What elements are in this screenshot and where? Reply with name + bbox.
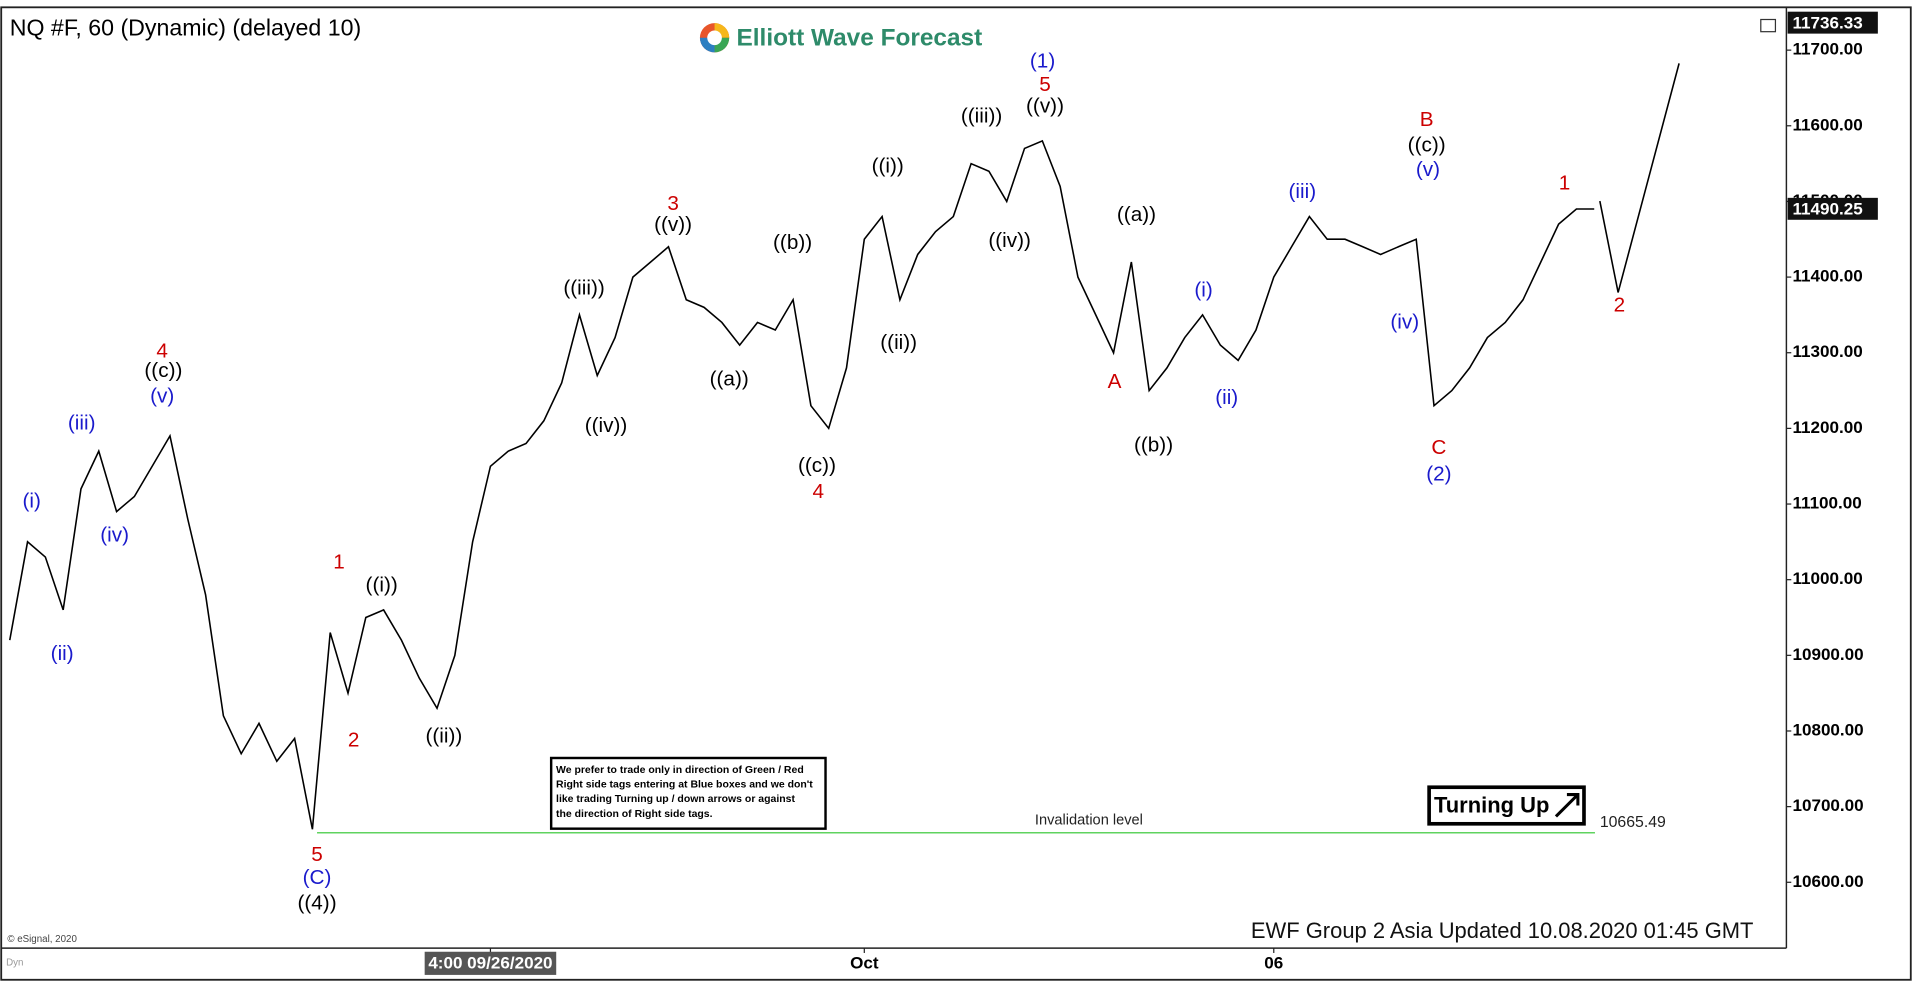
logo-icon-center bbox=[707, 30, 722, 46]
wave-label: C bbox=[1431, 436, 1446, 459]
invalidation-value: 10665.49 bbox=[1600, 814, 1666, 831]
brand-name: Elliott Wave Forecast bbox=[737, 24, 983, 51]
price-tag: 11736.33 bbox=[1793, 13, 1863, 32]
price-tag: 11490.25 bbox=[1793, 200, 1863, 219]
wave-label: (iv) bbox=[1390, 310, 1419, 333]
note-box bbox=[549, 756, 827, 830]
wave-label: ((c)) bbox=[1408, 134, 1446, 157]
note-line: the direction of Right side tags. bbox=[556, 809, 713, 820]
y-tick-label: 11000.00 bbox=[1793, 569, 1863, 588]
wave-label: ((v)) bbox=[1026, 95, 1064, 118]
x-tick-highlight bbox=[424, 951, 557, 975]
x-tick-label: 4:00 09/26/2020 bbox=[428, 953, 552, 972]
wave-label: ((ii)) bbox=[425, 725, 462, 748]
wave-label: 1 bbox=[1559, 171, 1571, 194]
note-line: Right side tags entering at Blue boxes a… bbox=[556, 780, 813, 791]
projection-path bbox=[1599, 63, 1680, 293]
corner-label: Dyn bbox=[6, 957, 23, 968]
wave-label: (i) bbox=[1194, 279, 1212, 302]
wave-label: 5 bbox=[1039, 73, 1051, 96]
wave-label: (iv) bbox=[100, 524, 129, 547]
wave-label: ((a)) bbox=[1117, 203, 1156, 226]
y-tick-label: 11200.00 bbox=[1793, 418, 1863, 437]
note-line: like trading Turning up / down arrows or… bbox=[556, 794, 795, 805]
wave-label: ((iii)) bbox=[563, 276, 604, 299]
note-line: We prefer to trade only in direction of … bbox=[556, 765, 804, 776]
wave-label: ((iv)) bbox=[988, 229, 1031, 252]
wave-label: ((i)) bbox=[872, 154, 904, 177]
wave-label: (iii) bbox=[68, 412, 96, 435]
wave-label: (iii) bbox=[1288, 180, 1316, 203]
wave-label: A bbox=[1108, 370, 1122, 393]
wave-label: ((v)) bbox=[654, 213, 692, 236]
wave-label: (i) bbox=[22, 490, 40, 513]
wave-label: 3 bbox=[667, 192, 679, 215]
wave-label: (ii) bbox=[1215, 386, 1238, 409]
badge-text: Turning Up bbox=[1434, 793, 1549, 818]
wave-label: ((c)) bbox=[144, 359, 182, 382]
wave-label: ((b)) bbox=[773, 231, 812, 254]
wave-label: (C) bbox=[303, 866, 332, 889]
y-tick-label: 11400.00 bbox=[1793, 267, 1863, 286]
footer: EWF Group 2 Asia Updated 10.08.2020 01:4… bbox=[1251, 918, 1754, 943]
chart-title: NQ #F, 60 (Dynamic) (delayed 10) bbox=[10, 14, 361, 40]
x-tick-label: 06 bbox=[1264, 953, 1283, 972]
badge-box bbox=[1427, 785, 1586, 826]
price-line bbox=[8, 139, 1595, 830]
brand-logo: Elliott Wave Forecast bbox=[699, 23, 983, 53]
wave-label: 1 bbox=[333, 550, 345, 573]
frame bbox=[0, 6, 1912, 981]
copyright: © eSignal, 2020 bbox=[7, 934, 77, 945]
y-tick-label: 10700.00 bbox=[1793, 796, 1864, 815]
wave-label: ((iv)) bbox=[585, 414, 628, 437]
wave-label: ((ii)) bbox=[880, 331, 917, 354]
wave-label: ((4)) bbox=[297, 892, 336, 915]
wave-label: B bbox=[1420, 108, 1434, 131]
y-tick-label: 10800.00 bbox=[1793, 720, 1864, 739]
wave-label: ((iii)) bbox=[961, 104, 1002, 127]
wave-label: (1) bbox=[1030, 50, 1055, 73]
y-tick-label: 11300.00 bbox=[1793, 342, 1863, 361]
wave-label: (2) bbox=[1426, 463, 1451, 486]
y-tick-label: 10900.00 bbox=[1793, 645, 1864, 664]
wave-label: 4 bbox=[812, 480, 824, 503]
x-tick-label: Oct bbox=[850, 953, 879, 972]
price-tag-bg bbox=[1787, 11, 1878, 34]
wave-label: (ii) bbox=[51, 642, 74, 665]
y-tick-label: 11700.00 bbox=[1793, 40, 1863, 59]
wave-label: ((c)) bbox=[798, 454, 836, 477]
window-icon bbox=[1760, 18, 1777, 33]
wave-label: 2 bbox=[1614, 293, 1626, 316]
wave-label: 5 bbox=[311, 843, 323, 866]
y-tick-label: 11600.00 bbox=[1793, 115, 1863, 134]
y-tick-label: 11100.00 bbox=[1793, 494, 1862, 513]
invalidation-label: Invalidation level bbox=[1035, 812, 1143, 828]
wave-label: 4 bbox=[156, 340, 168, 363]
wave-label: ((i)) bbox=[366, 574, 398, 597]
wave-label: 2 bbox=[348, 728, 360, 751]
wave-label: (v) bbox=[1416, 158, 1440, 181]
wave-label: ((b)) bbox=[1134, 433, 1173, 456]
y-tick-label: 10600.00 bbox=[1793, 872, 1864, 891]
wave-label: ((a)) bbox=[710, 368, 749, 391]
price-tag-bg bbox=[1787, 197, 1878, 220]
wave-label: (v) bbox=[150, 385, 174, 408]
badge-arrow bbox=[1554, 793, 1580, 818]
